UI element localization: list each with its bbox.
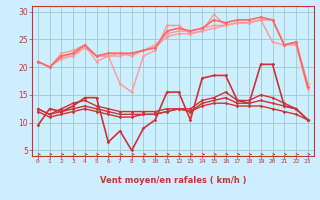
X-axis label: Vent moyen/en rafales ( km/h ): Vent moyen/en rafales ( km/h ) <box>100 176 246 185</box>
